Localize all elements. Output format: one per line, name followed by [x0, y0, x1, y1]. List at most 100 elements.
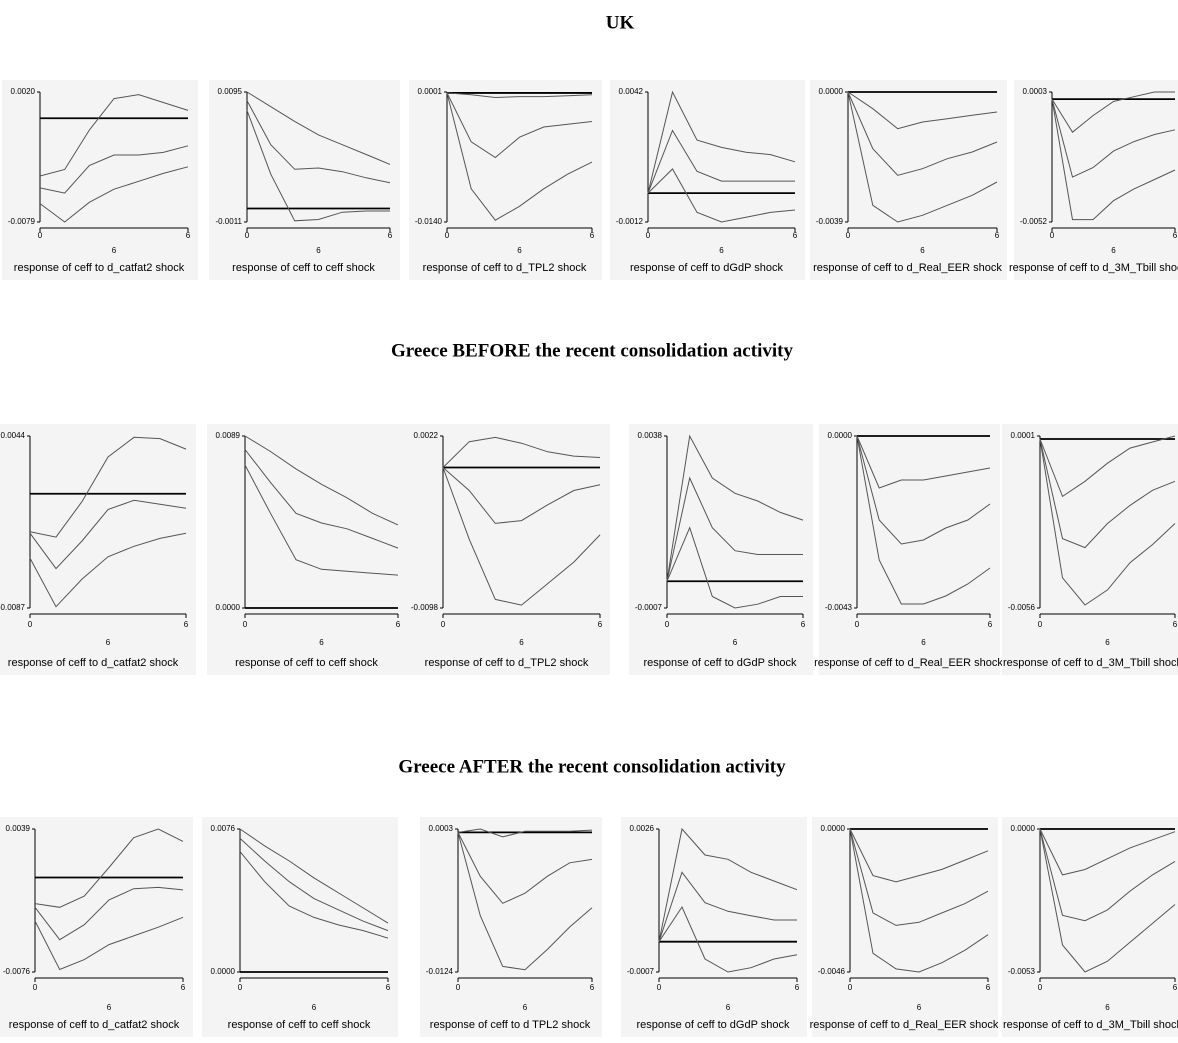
response-line	[1051, 91, 1175, 133]
x-tick-label: 6	[801, 620, 806, 629]
x-axis-title: 6	[917, 1003, 922, 1012]
response-line	[666, 434, 804, 582]
y-tick-label: 0.0095	[218, 87, 243, 96]
response-line	[239, 828, 389, 924]
x-tick-label: 0	[238, 983, 243, 992]
x-tick-label: 0	[855, 620, 860, 629]
response-line	[856, 435, 991, 545]
heading: UK	[606, 12, 635, 33]
y-tick-label: -0.0052	[1020, 217, 1048, 226]
x-tick-label: 0	[28, 620, 33, 629]
response-line	[856, 435, 991, 605]
response-line	[847, 91, 998, 223]
y-tick-label: -0.0076	[3, 967, 31, 976]
y-tick-label: 0.0000	[828, 431, 853, 440]
y-tick-label: 0.0026	[630, 824, 655, 833]
panel-background	[209, 80, 400, 280]
panel-background	[2, 80, 198, 280]
panel-background	[0, 817, 193, 1037]
panel-background	[1002, 817, 1178, 1037]
response-line	[1051, 98, 1176, 178]
x-tick-label: 6	[795, 983, 800, 992]
response-line	[246, 100, 391, 184]
response-line	[1051, 99, 1176, 221]
x-tick-label: 0	[456, 983, 461, 992]
x-tick-label: 0	[243, 620, 248, 629]
y-tick-label: 0.0001	[1011, 431, 1036, 440]
y-tick-label: -0.0007	[635, 603, 663, 612]
heading: Greece AFTER the recent consolidation ac…	[398, 756, 786, 777]
response-line	[856, 435, 991, 489]
y-tick-label: -0.0039	[816, 217, 844, 226]
x-tick-label: 6	[988, 620, 993, 629]
response-line	[849, 828, 989, 973]
y-tick-label: 0.0076	[211, 824, 236, 833]
x-tick-label: 6	[396, 620, 401, 629]
y-tick-label: 0.0003	[1023, 87, 1048, 96]
y-tick-label: 0.0039	[6, 824, 31, 833]
x-axis-title: 6	[312, 1003, 317, 1012]
x-tick-label: 0	[657, 983, 662, 992]
x-tick-label: 6	[793, 231, 798, 240]
response-line	[29, 436, 187, 538]
x-tick-label: 0	[846, 231, 851, 240]
response-line	[244, 449, 399, 549]
response-line	[34, 916, 184, 971]
response-line	[1039, 435, 1176, 498]
x-axis-title: 6	[1105, 638, 1110, 647]
response-line	[244, 435, 399, 526]
x-axis-label: response of ceff to d_TPL2 shock	[425, 657, 589, 669]
x-axis-title: 6	[517, 246, 522, 255]
x-tick-label: 6	[184, 620, 189, 629]
y-tick-label: 0.0003	[429, 824, 454, 833]
response-line	[442, 467, 601, 606]
x-axis-title: 6	[920, 246, 925, 255]
response-line	[647, 90, 796, 194]
panel-background	[810, 80, 1007, 280]
response-line	[442, 467, 601, 524]
x-tick-label: 6	[388, 231, 393, 240]
response-line	[446, 92, 593, 221]
panel-background	[610, 80, 805, 280]
response-line	[29, 532, 187, 608]
response-line	[1039, 438, 1176, 549]
y-tick-label: 0.0044	[1, 431, 26, 440]
x-axis-title: 6	[319, 638, 324, 647]
x-tick-label: 6	[590, 983, 595, 992]
x-tick-label: 0	[38, 231, 43, 240]
x-tick-label: 6	[1173, 231, 1178, 240]
x-axis-label: response of ceff to d_catfat2 shock	[8, 657, 179, 669]
x-tick-label: 0	[646, 231, 651, 240]
y-tick-label: 0.0001	[418, 87, 443, 96]
panel-background	[629, 424, 813, 675]
response-line	[1039, 828, 1176, 876]
response-line	[34, 886, 184, 941]
y-tick-label: -0.0053	[1008, 967, 1036, 976]
x-axis-title: 6	[112, 246, 117, 255]
y-tick-label: 0.0000	[216, 603, 241, 612]
response-line	[34, 828, 184, 908]
panel-background	[621, 817, 807, 1037]
y-tick-label: -0.0012	[616, 217, 644, 226]
x-tick-label: 6	[386, 983, 391, 992]
x-axis-title: 6	[519, 638, 524, 647]
y-tick-label: -0.0098	[411, 603, 439, 612]
response-line	[446, 92, 593, 159]
panel-background	[409, 80, 602, 280]
response-line	[658, 827, 798, 942]
heading: Greece BEFORE the recent consolidation a…	[391, 340, 793, 361]
x-tick-label: 6	[186, 231, 191, 240]
panel-background	[819, 424, 1000, 675]
x-axis-label: response of ceff to d_TPL2 shock	[423, 262, 587, 274]
response-line	[239, 838, 389, 932]
response-line	[246, 110, 390, 222]
response-line	[39, 166, 189, 223]
x-axis-label: response of ceff to d_Real_EER shock	[814, 657, 1003, 669]
response-line	[1039, 438, 1176, 606]
x-tick-label: 6	[1173, 983, 1178, 992]
response-line	[847, 91, 998, 130]
panel-background	[1002, 424, 1178, 675]
y-tick-label: 0.0020	[11, 87, 36, 96]
x-axis-title: 6	[733, 638, 738, 647]
